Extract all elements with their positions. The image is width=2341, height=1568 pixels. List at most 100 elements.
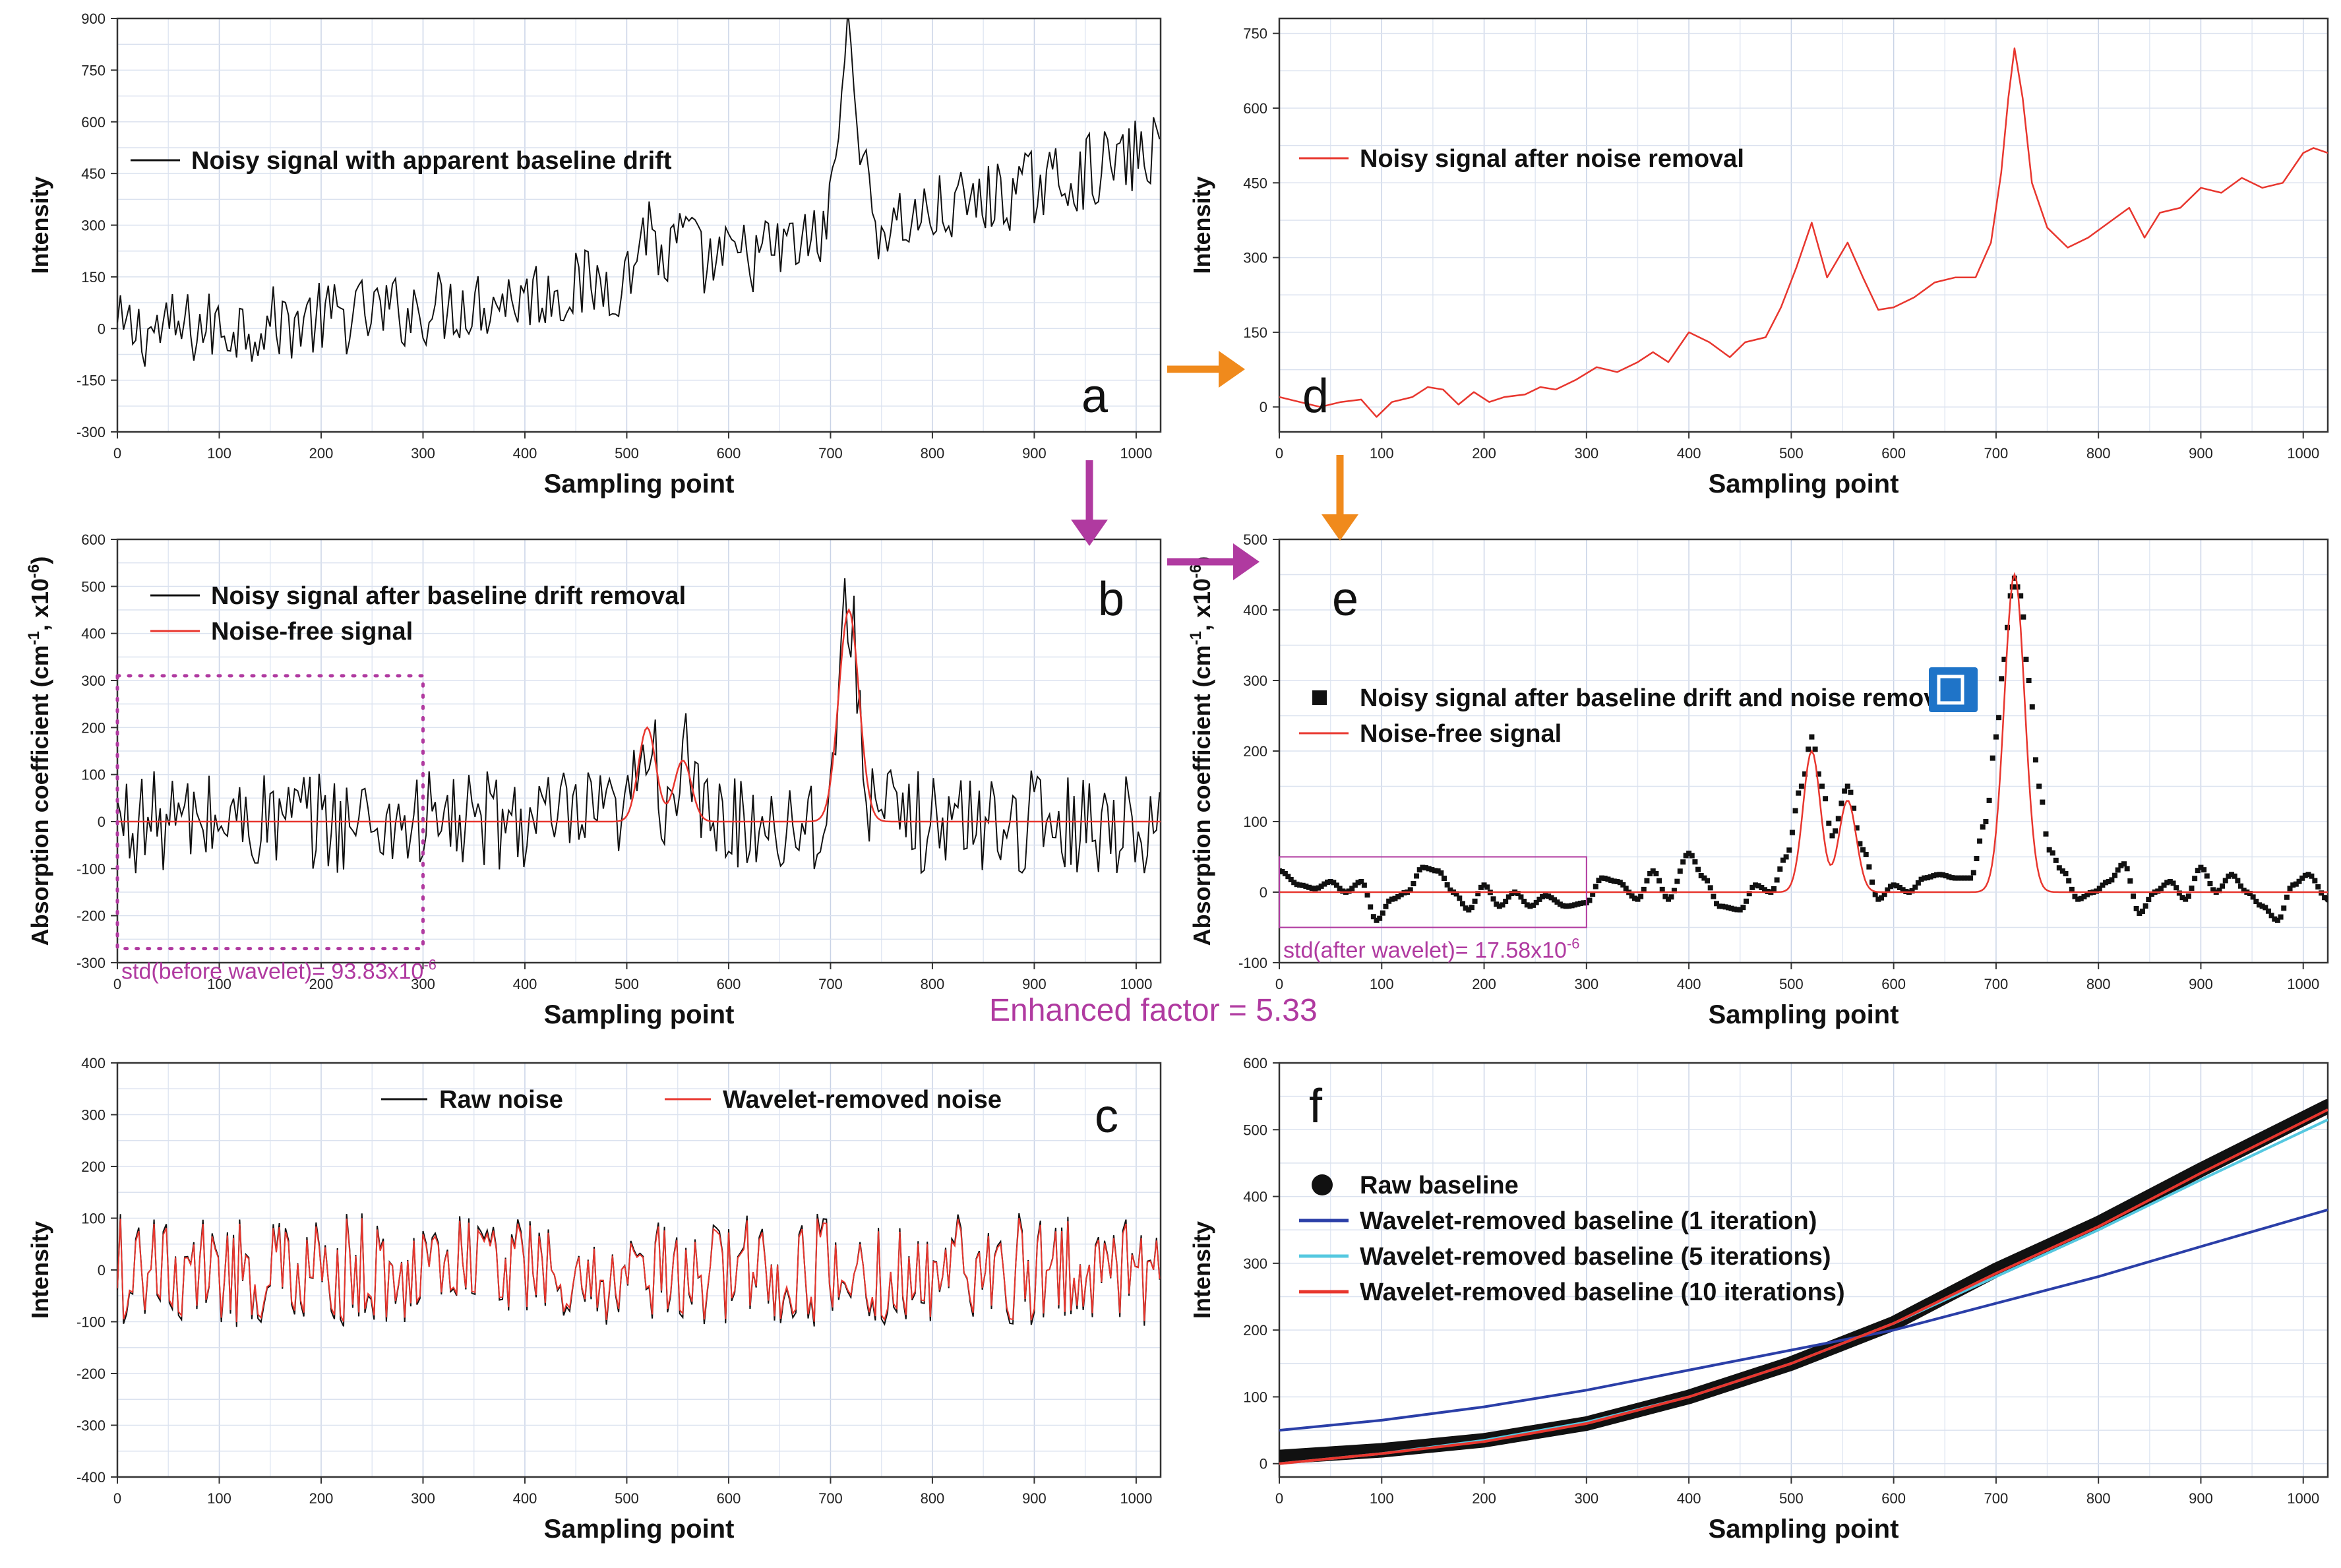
data-marker (1552, 897, 1558, 903)
data-marker (1854, 825, 1860, 831)
data-marker (2325, 895, 2328, 903)
data-marker (1671, 888, 1677, 893)
data-marker (1848, 789, 1854, 795)
std-annotation: std(after wavelet)= 17.58x10-6 (1279, 856, 1587, 963)
x-tick-label: 700 (1984, 976, 2009, 992)
data-marker (1361, 882, 1367, 888)
legend-label: Noise-free signal (211, 618, 413, 646)
data-marker (1650, 868, 1656, 874)
y-tick-label: 0 (98, 814, 106, 830)
data-marker (2023, 656, 2029, 662)
data-marker (2112, 872, 2118, 878)
data-marker (2075, 896, 2081, 902)
x-tick-label: 800 (921, 1490, 945, 1507)
x-tick-label: 500 (615, 1490, 639, 1507)
data-marker (1759, 884, 1765, 890)
legend: Noisy signal with apparent baseline drif… (131, 147, 672, 175)
data-marker (1481, 882, 1487, 888)
data-layer (1279, 1099, 2328, 1465)
data-marker (2319, 890, 2325, 896)
data-marker (1407, 887, 1413, 893)
x-tick-label: 600 (717, 1490, 741, 1507)
data-marker (1614, 878, 1620, 884)
data-marker (1933, 872, 1939, 878)
data-marker (1964, 875, 1970, 881)
y-tick-label: -400 (76, 1469, 106, 1486)
data-marker (1494, 901, 1500, 907)
data-marker (1870, 879, 1875, 885)
x-tick-label: 100 (207, 1490, 231, 1507)
data-marker (1826, 820, 1832, 826)
data-marker (1722, 904, 1728, 910)
panel-letter-c: c (1095, 1090, 1118, 1143)
series-line-2 (1279, 572, 2328, 893)
data-marker (1959, 875, 1964, 881)
x-tick-label: 200 (1472, 445, 1496, 462)
data-marker (1395, 894, 1401, 900)
data-marker (1322, 881, 1327, 887)
x-tick-label: 500 (615, 976, 639, 992)
data-marker (2229, 872, 2235, 878)
data-marker (1802, 771, 1808, 777)
series-line-1 (117, 578, 1161, 874)
series-line-2 (117, 1218, 1161, 1323)
data-marker (1829, 833, 1835, 839)
data-marker (1728, 905, 1734, 911)
data-marker (2222, 878, 2228, 884)
panel-letter-e: e (1332, 573, 1358, 626)
data-marker (2305, 872, 2311, 878)
data-marker (1632, 895, 1638, 901)
data-marker (1364, 892, 1370, 898)
y-tick-label: 300 (1243, 1255, 1267, 1272)
std-label: std(after wavelet)= 17.58x10-6 (1283, 936, 1580, 963)
data-marker (1623, 886, 1629, 891)
data-marker (1940, 872, 1946, 878)
data-marker (2118, 862, 2124, 868)
y-tick-label: 500 (1243, 1122, 1267, 1138)
data-marker (1577, 901, 1583, 907)
data-marker (1496, 903, 1502, 909)
data-marker (2204, 873, 2210, 879)
data-marker (2216, 888, 2222, 893)
data-marker (1711, 893, 1717, 899)
x-tick-label: 700 (1984, 1490, 2009, 1507)
data-marker (1490, 896, 1496, 902)
x-tick-label: 400 (1677, 976, 1701, 992)
arrow-head (1219, 351, 1245, 388)
x-tick-label: 0 (113, 976, 121, 992)
y-tick-label: 400 (81, 1055, 106, 1071)
data-marker (2103, 880, 2109, 886)
x-tick-label: 300 (411, 445, 435, 462)
data-marker (1503, 899, 1509, 905)
plot-area (1279, 1063, 2328, 1477)
x-tick-label: 100 (207, 976, 231, 992)
x-tick-label: 900 (1022, 1490, 1047, 1507)
data-marker (1737, 907, 1743, 913)
enhanced-factor-label: Enhanced factor = 5.33 (989, 993, 1318, 1028)
data-marker (1602, 876, 1608, 882)
data-marker (1918, 876, 1924, 882)
y-tick-label: 150 (81, 269, 106, 286)
y-tick-label: 300 (81, 673, 106, 689)
series-line-2 (1279, 1208, 2328, 1432)
x-tick-label: 600 (717, 445, 741, 462)
data-marker (1955, 875, 1961, 881)
data-marker (1844, 783, 1850, 789)
data-marker (1720, 903, 1726, 909)
data-marker (2192, 876, 2198, 882)
x-tick-label: 100 (1370, 1490, 1394, 1507)
x-tick-label: 300 (1574, 976, 1598, 992)
data-marker (1509, 891, 1515, 897)
data-marker (1695, 866, 1701, 872)
data-marker (1749, 884, 1755, 890)
data-marker (1453, 891, 1459, 897)
data-marker (2137, 911, 2143, 917)
data-marker (2069, 886, 2075, 892)
y-tick-label: 200 (1243, 743, 1267, 760)
panel-letter-a: a (1081, 370, 1109, 423)
x-tick-label: 1000 (2287, 445, 2319, 462)
data-marker (1441, 875, 1447, 881)
arrow-d-to-e (1322, 455, 1358, 541)
arrow-head (1233, 543, 1260, 580)
x-tick-label: 900 (1022, 976, 1047, 992)
